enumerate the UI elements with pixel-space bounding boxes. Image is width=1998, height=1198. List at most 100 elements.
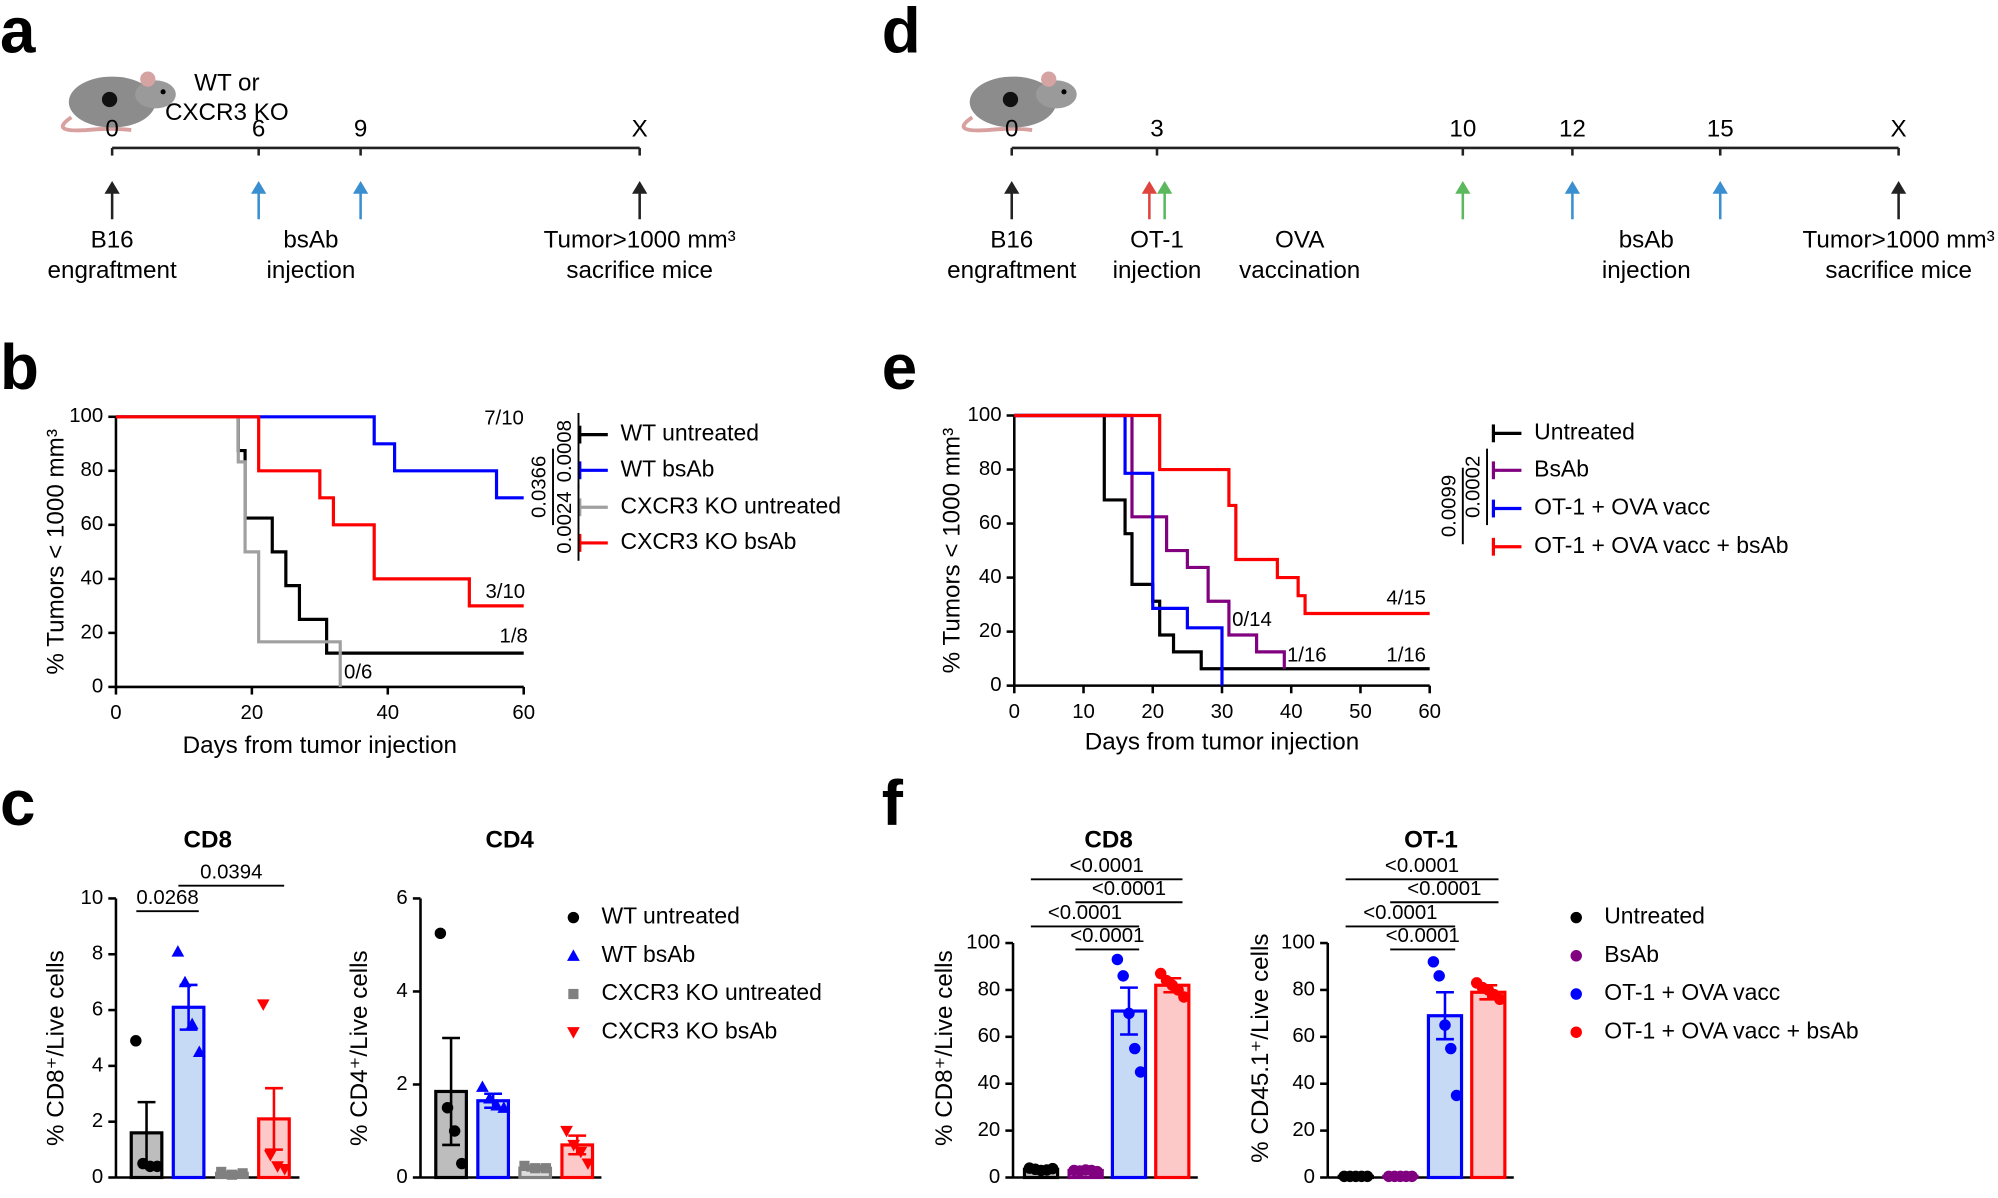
- y-tick-label: 0: [396, 1166, 407, 1188]
- y-tick-label: 100: [968, 404, 1002, 426]
- legend-label: Untreated: [1534, 418, 1635, 444]
- comparison-label: 0.0268: [136, 887, 198, 909]
- arrow-head: [1004, 181, 1020, 194]
- x-tick-label: 30: [1211, 701, 1234, 723]
- data-point: [1117, 970, 1129, 982]
- legend-marker: [567, 949, 580, 961]
- y-tick-label: 60: [81, 513, 104, 535]
- data-point: [192, 1045, 206, 1058]
- y-tick-label: 0: [1304, 1166, 1315, 1188]
- data-point: [441, 1102, 454, 1114]
- y-tick-label: 80: [979, 458, 1002, 480]
- legend-marker: [568, 988, 579, 1000]
- legend-marker: [1570, 950, 1582, 962]
- legend-label: CXCR3 KO bsAb: [621, 528, 797, 554]
- y-tick-label: 0: [990, 674, 1001, 696]
- y-tick-label: 60: [978, 1025, 1001, 1047]
- p-value: 0.0099: [1438, 475, 1460, 537]
- timeline-label: OVA: [1275, 226, 1325, 253]
- y-tick-label: 100: [1281, 931, 1315, 953]
- timeline-label: engraftment: [48, 257, 177, 284]
- comparison-label: <0.0001: [1407, 878, 1481, 900]
- arrow-head: [632, 181, 648, 194]
- data-point: [434, 927, 447, 940]
- y-tick-label: 100: [966, 931, 1000, 953]
- timeline-label: bsAb: [283, 226, 338, 253]
- timeline-label: injection: [267, 257, 356, 284]
- data-point: [530, 1163, 541, 1174]
- data-point: [1433, 970, 1445, 982]
- data-point: [264, 1150, 277, 1162]
- y-tick-label: 0: [92, 675, 103, 697]
- timeline-label: B16: [990, 226, 1033, 253]
- data-point: [1123, 1007, 1135, 1020]
- annotation: 1/8: [499, 626, 527, 648]
- mouse-icon-a: [60, 71, 176, 133]
- timeline-label: vaccination: [1239, 257, 1360, 284]
- data-point: [1129, 1042, 1141, 1055]
- legend-label: BsAb: [1534, 455, 1589, 481]
- timeline-tick: 10: [1449, 115, 1476, 142]
- data-point: [256, 999, 270, 1011]
- data-point: [456, 1157, 468, 1170]
- annotation: 1/16: [1287, 645, 1327, 667]
- x-tick-label: 50: [1349, 701, 1372, 723]
- y-tick-label: 40: [81, 567, 104, 589]
- y-axis-label: % Tumors < 1000 mm³: [43, 429, 70, 674]
- data-point: [560, 1125, 573, 1138]
- comparison-label: 0.0394: [200, 861, 262, 883]
- comparison-label: <0.0001: [1070, 855, 1144, 877]
- data-point: [226, 1169, 238, 1180]
- comparison-label: <0.0001: [1070, 925, 1144, 947]
- data-point: [1494, 993, 1506, 1006]
- x-tick-label: 40: [376, 702, 399, 724]
- data-point: [567, 1139, 581, 1152]
- data-point: [483, 1092, 496, 1104]
- panel-label: f: [882, 767, 904, 839]
- data-point: [1450, 1089, 1463, 1102]
- annotation: 3/10: [485, 581, 525, 603]
- y-tick-label: 6: [396, 887, 407, 909]
- x-tick-label: 20: [241, 702, 264, 724]
- y-tick-label: 20: [81, 621, 104, 643]
- y-tick-label: 2: [92, 1110, 103, 1132]
- data-point: [1134, 1066, 1147, 1078]
- timeline-label: injection: [1113, 257, 1202, 284]
- y-tick-label: 20: [1292, 1119, 1315, 1141]
- y-axis-label: % CD8⁺/Live cells: [43, 950, 70, 1146]
- arrow-head: [251, 181, 267, 194]
- timeline-tick: X: [1891, 115, 1907, 142]
- timeline-tick: 9: [354, 115, 367, 142]
- y-tick-label: 10: [81, 887, 104, 909]
- p-value: 0.0024: [554, 491, 576, 553]
- legend-label: WT untreated: [601, 903, 739, 929]
- x-tick-label: 0: [1009, 701, 1020, 723]
- legend-label: WT bsAb: [621, 455, 715, 481]
- data-point: [237, 1168, 248, 1179]
- y-tick-label: 80: [81, 459, 104, 481]
- mouse-label: WT or: [194, 70, 259, 97]
- p-value: 0.0002: [1463, 456, 1485, 518]
- chart-title: CD8: [1084, 826, 1132, 853]
- data-point: [1361, 1170, 1374, 1183]
- y-tick-label: 4: [396, 980, 407, 1002]
- data-point: [448, 1125, 461, 1137]
- chart-title: OT-1: [1404, 826, 1458, 853]
- y-tick-label: 60: [979, 512, 1002, 534]
- data-point: [1427, 956, 1440, 968]
- data-point: [476, 1080, 489, 1092]
- timeline-tick: 15: [1707, 115, 1734, 142]
- survival-curve: [115, 415, 524, 608]
- p-value: 0.0008: [554, 420, 576, 482]
- x-tick-label: 40: [1280, 701, 1303, 723]
- data-point: [497, 1101, 511, 1113]
- y-tick-label: 20: [979, 620, 1002, 642]
- timeline-tick: 3: [1150, 115, 1163, 142]
- comparison-label: <0.0001: [1385, 855, 1459, 877]
- timeline-label: B16: [91, 226, 134, 253]
- timeline-label: OT-1: [1130, 226, 1184, 253]
- timeline-label: Tumor>1000 mm³: [544, 226, 736, 253]
- y-tick-label: 80: [1292, 978, 1315, 1000]
- survival-curve: [115, 415, 524, 500]
- y-tick-label: 4: [92, 1054, 103, 1076]
